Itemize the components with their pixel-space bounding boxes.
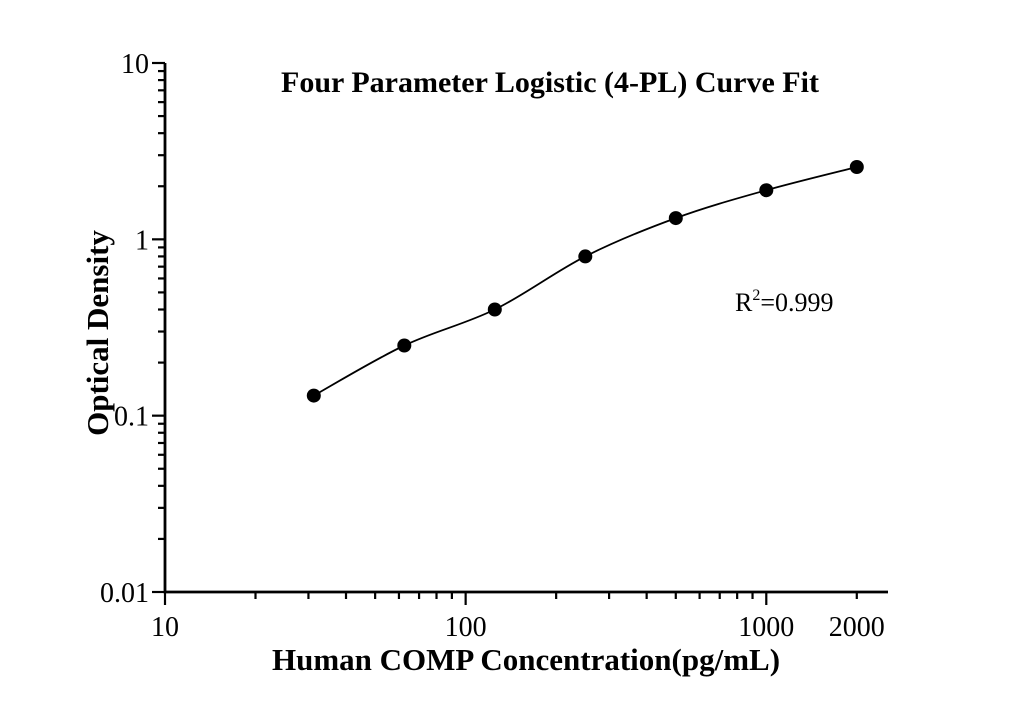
- r-squared-superscript: 2: [752, 287, 761, 304]
- axes: [163, 63, 888, 594]
- data-point: [578, 249, 593, 264]
- r-squared-value: =0.999: [760, 288, 834, 317]
- y-tick-label: 0.1: [114, 402, 149, 433]
- x-tick-label: 10: [151, 612, 179, 643]
- r-squared-base: R: [735, 288, 753, 317]
- data-point: [397, 338, 412, 353]
- data-points: [306, 160, 864, 403]
- x-axis-ticks: 10 100 1000 2000: [151, 592, 885, 643]
- data-point: [759, 183, 774, 198]
- data-point: [668, 211, 683, 226]
- x-tick-label: 2000: [829, 612, 885, 643]
- x-tick-label: 1000: [738, 612, 794, 643]
- y-axis-ticks: 10 1 0.1 0.01: [100, 49, 165, 609]
- fit-curve: [313, 166, 858, 397]
- y-tick-label: 1: [135, 225, 149, 256]
- data-point: [849, 160, 864, 174]
- x-tick-label: 100: [445, 612, 487, 643]
- x-axis-label: Human COMP Concentration(pg/mL): [271, 642, 781, 677]
- data-point: [306, 388, 321, 403]
- data-point: [487, 302, 502, 317]
- chart-title: Four Parameter Logistic (4-PL) Curve Fit: [281, 66, 819, 99]
- r-squared-annotation: R2=0.999: [735, 287, 834, 318]
- y-tick-label: 10: [121, 49, 149, 80]
- y-tick-label: 0.01: [100, 578, 149, 609]
